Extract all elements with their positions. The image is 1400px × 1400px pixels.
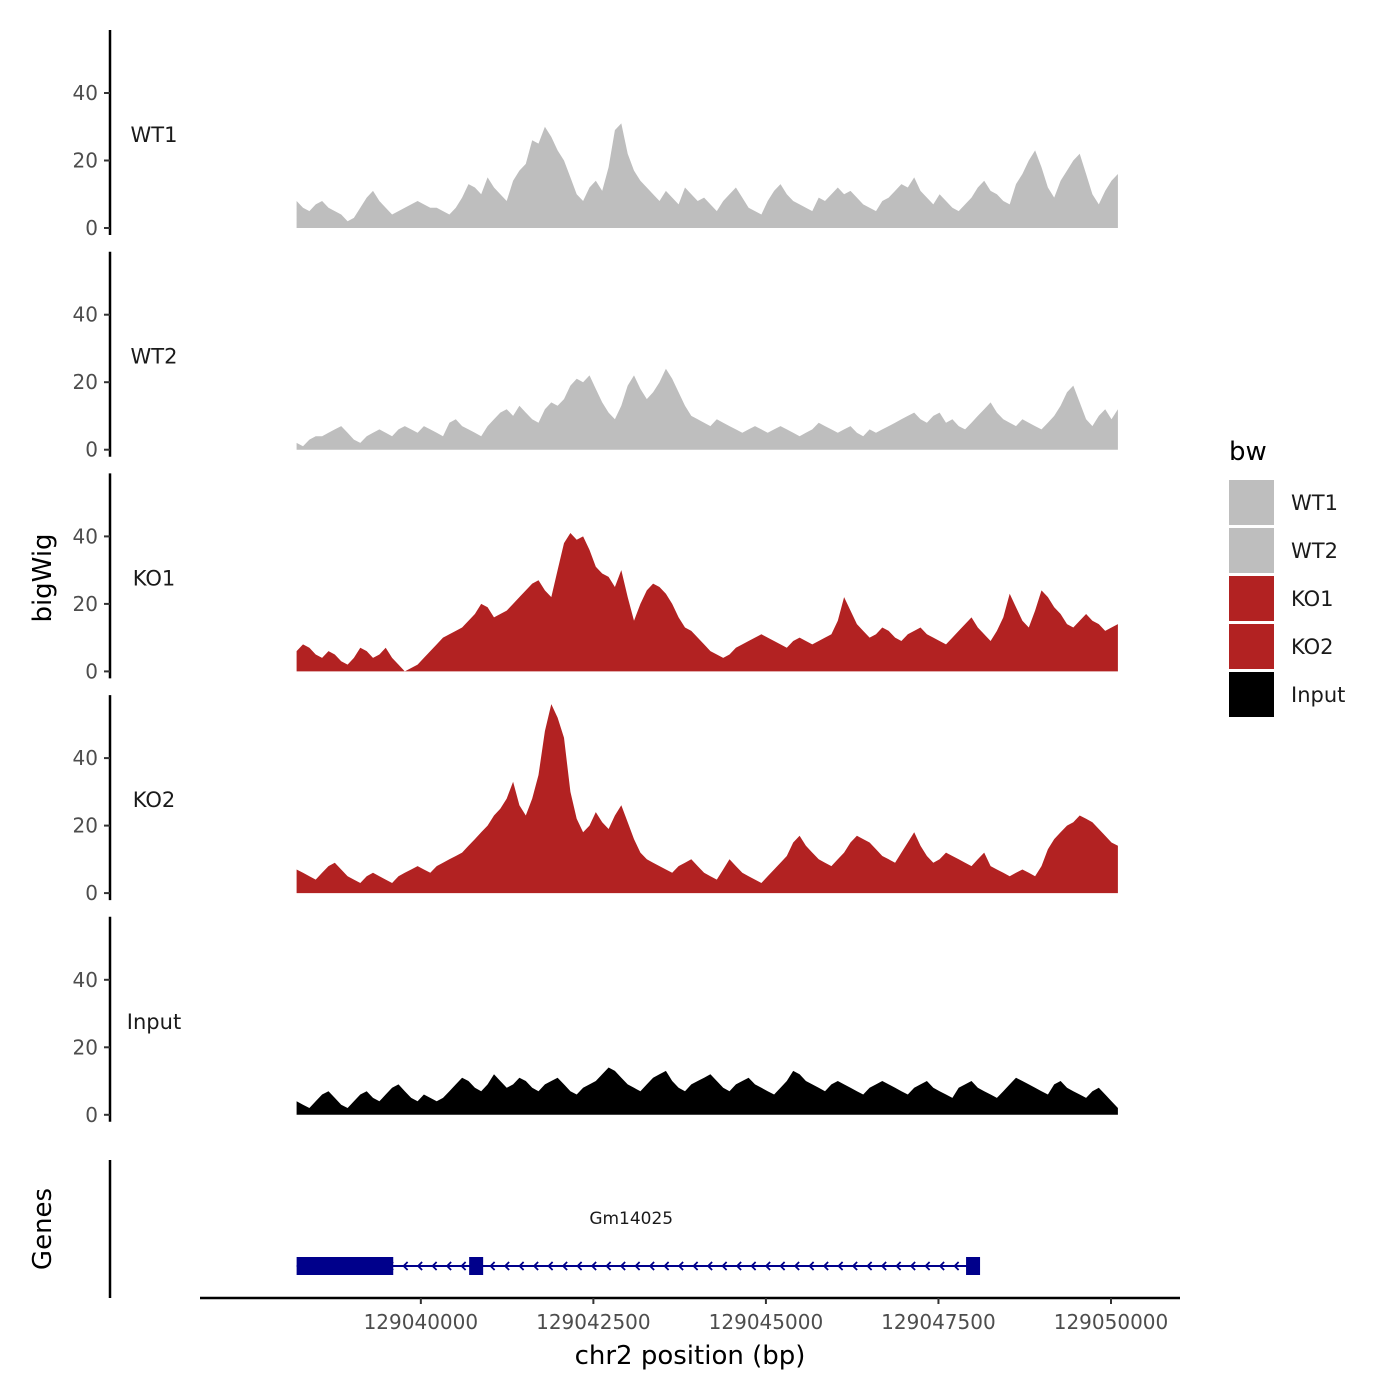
track-ko1: 0 20 40 KO1 bbox=[73, 473, 1118, 683]
strand-arrow bbox=[895, 1261, 902, 1271]
strand-arrow bbox=[880, 1261, 887, 1271]
legend-label: Input bbox=[1291, 683, 1345, 707]
y-tick-label: 0 bbox=[85, 881, 98, 905]
strand-arrow bbox=[750, 1261, 757, 1271]
strand-arrow bbox=[866, 1261, 873, 1271]
strand-arrow bbox=[590, 1261, 597, 1271]
legend-label: WT2 bbox=[1291, 539, 1338, 563]
gene-exon bbox=[966, 1257, 981, 1275]
y-tick-label: 20 bbox=[73, 592, 98, 616]
strand-arrow bbox=[677, 1261, 684, 1271]
legend-key-wt1 bbox=[1229, 480, 1274, 525]
strand-arrow bbox=[692, 1261, 699, 1271]
area-wt1 bbox=[296, 123, 1118, 228]
strand-arrow bbox=[605, 1261, 612, 1271]
strand-arrow bbox=[793, 1261, 800, 1271]
strand-arrow bbox=[547, 1261, 554, 1271]
x-axis: 129040000 129042500 129045000 129047500 1290… bbox=[200, 1296, 1180, 1334]
strand-arrow bbox=[431, 1261, 438, 1271]
strand-arrow bbox=[953, 1261, 960, 1271]
y-tick-label: 40 bbox=[73, 968, 98, 992]
strand-arrow bbox=[532, 1261, 539, 1271]
legend-key-wt2 bbox=[1229, 528, 1274, 573]
strand-arrow bbox=[779, 1261, 786, 1271]
strand-arrow bbox=[764, 1261, 771, 1271]
track-ko2: 0 20 40 KO2 bbox=[73, 695, 1118, 905]
x-tick-label: 129050000 bbox=[1054, 1310, 1169, 1334]
strand-arrow bbox=[851, 1261, 858, 1271]
legend: bw WT1 WT2 KO1 KO2 Input bbox=[1229, 437, 1345, 717]
y-tick-label: 40 bbox=[73, 524, 98, 548]
legend-key-ko1 bbox=[1229, 576, 1274, 621]
track-label: WT2 bbox=[131, 345, 178, 369]
strand-arrow bbox=[445, 1261, 452, 1271]
legend-key-input bbox=[1229, 672, 1274, 717]
strand-arrow bbox=[518, 1261, 525, 1271]
x-tick-label: 129047500 bbox=[881, 1310, 996, 1334]
y-axis-title: bigWig bbox=[28, 533, 58, 622]
y-tick-label: 40 bbox=[73, 746, 98, 770]
y-tick-label: 0 bbox=[85, 659, 98, 683]
y-tick-label: 20 bbox=[73, 149, 98, 173]
strand-arrow bbox=[416, 1261, 423, 1271]
strand-arrow bbox=[663, 1261, 670, 1271]
track-wt1: 0 20 40 WT1 bbox=[73, 30, 1118, 240]
strand-arrow bbox=[721, 1261, 728, 1271]
strand-arrow bbox=[909, 1261, 916, 1271]
strand-arrow bbox=[619, 1261, 626, 1271]
gene-exon bbox=[469, 1257, 484, 1275]
track-wt2: 0 20 40 WT2 bbox=[73, 251, 1118, 462]
y-tick-label: 0 bbox=[85, 438, 98, 462]
x-axis-title: chr2 position (bp) bbox=[575, 1341, 806, 1371]
area-ko2 bbox=[296, 704, 1118, 894]
strand-arrow bbox=[822, 1261, 829, 1271]
legend-label: KO1 bbox=[1291, 587, 1334, 611]
strand-arrow bbox=[706, 1261, 713, 1271]
strand-arrow bbox=[924, 1261, 931, 1271]
gene-track: Genes Gm14025 bbox=[28, 1160, 981, 1298]
area-wt2 bbox=[296, 368, 1118, 450]
strand-arrow bbox=[489, 1261, 496, 1271]
strand-arrow bbox=[938, 1261, 945, 1271]
strand-arrow bbox=[735, 1261, 742, 1271]
strand-arrow bbox=[634, 1261, 641, 1271]
legend-label: KO2 bbox=[1291, 635, 1334, 659]
gene-name-label: Gm14025 bbox=[589, 1209, 673, 1229]
track-label: KO1 bbox=[133, 566, 176, 590]
track-label: WT1 bbox=[131, 123, 178, 147]
y-tick-label: 0 bbox=[85, 1103, 98, 1127]
gene-track-label: Genes bbox=[28, 1188, 58, 1270]
strand-arrow bbox=[576, 1261, 583, 1271]
strand-arrow bbox=[503, 1261, 510, 1271]
track-input: 0 20 40 Input bbox=[73, 916, 1118, 1127]
y-tick-label: 0 bbox=[85, 216, 98, 240]
y-tick-label: 20 bbox=[73, 814, 98, 838]
y-tick-label: 40 bbox=[73, 303, 98, 327]
track-label: Input bbox=[127, 1010, 181, 1034]
legend-label: WT1 bbox=[1291, 491, 1338, 515]
y-tick-label: 20 bbox=[73, 1035, 98, 1059]
x-tick-label: 129042500 bbox=[536, 1310, 651, 1334]
x-tick-label: 129045000 bbox=[709, 1310, 824, 1334]
strand-arrow bbox=[648, 1261, 655, 1271]
area-input bbox=[296, 1067, 1118, 1115]
strand-arrow bbox=[460, 1261, 467, 1271]
signal-tracks: 0 20 40 WT1 0 20 40 WT2 0 20 40 KO1 0 20 40 KO2 0 20 40 Inp… bbox=[73, 30, 1118, 1127]
gene-exon bbox=[296, 1257, 394, 1275]
strand-arrow bbox=[561, 1261, 568, 1271]
strand-arrow bbox=[402, 1261, 409, 1271]
track-label: KO2 bbox=[133, 788, 176, 812]
strand-arrow bbox=[837, 1261, 844, 1271]
strand-arrow bbox=[808, 1261, 815, 1271]
y-tick-label: 20 bbox=[73, 370, 98, 394]
y-tick-label: 40 bbox=[73, 81, 98, 105]
legend-key-ko2 bbox=[1229, 624, 1274, 669]
area-ko1 bbox=[296, 533, 1118, 672]
x-tick-label: 129040000 bbox=[364, 1310, 479, 1334]
legend-title: bw bbox=[1229, 437, 1267, 467]
